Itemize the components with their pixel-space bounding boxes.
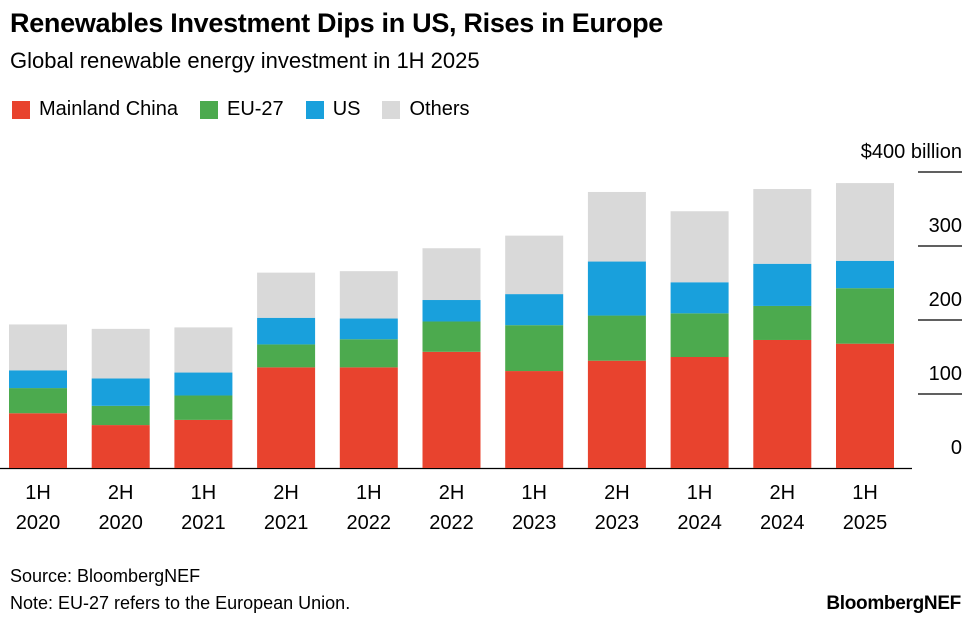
- source-note: Source: BloombergNEF: [10, 566, 201, 586]
- bar-mainland-china: [505, 371, 564, 468]
- bar-others: [339, 271, 398, 319]
- legend-item-eu-27: EU-27: [199, 98, 284, 121]
- x-tick-label-half: 2H: [108, 482, 134, 504]
- bar-others: [91, 328, 150, 379]
- x-tick-label-half: 2H: [604, 482, 630, 504]
- bar-others: [505, 235, 564, 295]
- y-tick-label: 200: [929, 289, 962, 311]
- legend: Mainland China EU-27 US Others: [12, 98, 492, 121]
- legend-swatch-mainland-china: [12, 100, 30, 119]
- bar-us: [505, 294, 564, 326]
- bar-us: [257, 317, 316, 345]
- legend-label-eu-27: EU-27: [226, 98, 284, 120]
- brand-logo: BloombergNEF: [826, 593, 961, 614]
- bar-us: [422, 300, 481, 322]
- x-tick-label-half: 1H: [191, 482, 217, 504]
- x-tick-label-half: 1H: [521, 482, 547, 504]
- bar-us: [753, 263, 812, 306]
- legend-item-mainland-china: Mainland China: [12, 98, 178, 121]
- y-tick-label: 100: [929, 363, 962, 385]
- legend-swatch-us: [305, 100, 324, 119]
- bar-mainland-china: [91, 425, 150, 468]
- bar-eu-27: [9, 388, 67, 414]
- bar-others: [587, 191, 646, 262]
- bar-eu-27: [257, 344, 316, 368]
- x-tick-label-year: 2020: [98, 512, 143, 534]
- bar-eu-27: [587, 315, 646, 361]
- legend-label-mainland-china: Mainland China: [39, 98, 178, 120]
- bar-mainland-china: [174, 419, 233, 468]
- x-tick-label-half: 1H: [25, 482, 51, 504]
- y-tick-label: $400 billion: [861, 141, 962, 163]
- x-tick-label-half: 2H: [439, 482, 465, 504]
- x-tick-label-year: 2023: [512, 512, 557, 534]
- bar-others: [670, 211, 729, 283]
- bar-others: [174, 327, 233, 373]
- x-tick-label-half: 1H: [356, 482, 382, 504]
- bar-us: [91, 378, 150, 406]
- bar-mainland-china: [9, 413, 67, 468]
- bar-eu-27: [505, 325, 564, 372]
- x-tick-label-year: 2020: [16, 512, 61, 534]
- bar-mainland-china: [339, 367, 398, 468]
- bar-eu-27: [339, 339, 398, 368]
- x-tick-label-year: 2023: [595, 512, 640, 534]
- bar-mainland-china: [587, 360, 646, 468]
- x-tick-label-year: 2022: [347, 512, 392, 534]
- bar-us: [339, 318, 398, 340]
- legend-item-us: US: [305, 98, 361, 121]
- bar-mainland-china: [670, 357, 729, 468]
- legend-label-others: Others: [409, 98, 470, 120]
- x-tick-label-half: 1H: [852, 482, 878, 504]
- bar-eu-27: [753, 305, 812, 340]
- bar-us: [9, 370, 67, 389]
- x-tick-label-year: 2024: [760, 512, 805, 534]
- bar-eu-27: [91, 405, 150, 426]
- bar-mainland-china: [836, 343, 894, 468]
- x-tick-label-half: 1H: [687, 482, 713, 504]
- bar-eu-27: [422, 321, 481, 352]
- bar-us: [174, 372, 233, 396]
- legend-swatch-others: [382, 100, 401, 119]
- chart-subtitle: Global renewable energy investment in 1H…: [10, 48, 480, 73]
- bar-mainland-china: [257, 367, 316, 468]
- x-tick-label-year: 2022: [429, 512, 474, 534]
- bar-others: [836, 183, 894, 261]
- bar-us: [836, 260, 894, 289]
- bar-others: [9, 324, 67, 371]
- legend-swatch-eu-27: [199, 100, 218, 119]
- x-tick-label-year: 2021: [181, 512, 226, 534]
- x-tick-label-year: 2024: [677, 512, 722, 534]
- x-tick-label-year: 2025: [843, 512, 888, 534]
- x-tick-label-half: 2H: [273, 482, 299, 504]
- y-tick-label: 0: [951, 437, 962, 459]
- legend-item-others: Others: [382, 98, 470, 121]
- bar-us: [587, 261, 646, 316]
- bar-others: [753, 189, 812, 264]
- y-tick-label: 300: [929, 215, 962, 237]
- x-tick-label-half: 2H: [770, 482, 796, 504]
- bar-eu-27: [670, 313, 729, 357]
- bar-mainland-china: [422, 351, 481, 468]
- bar-eu-27: [836, 288, 894, 344]
- bar-others: [422, 248, 481, 301]
- bar-us: [670, 282, 729, 314]
- bar-eu-27: [174, 395, 233, 420]
- chart-title: Renewables Investment Dips in US, Rises …: [10, 8, 663, 38]
- bar-others: [257, 272, 316, 318]
- bar-mainland-china: [753, 339, 812, 468]
- legend-label-us: US: [332, 98, 361, 120]
- footnote: Note: EU-27 refers to the European Union…: [10, 593, 351, 613]
- x-tick-label-year: 2021: [264, 512, 309, 534]
